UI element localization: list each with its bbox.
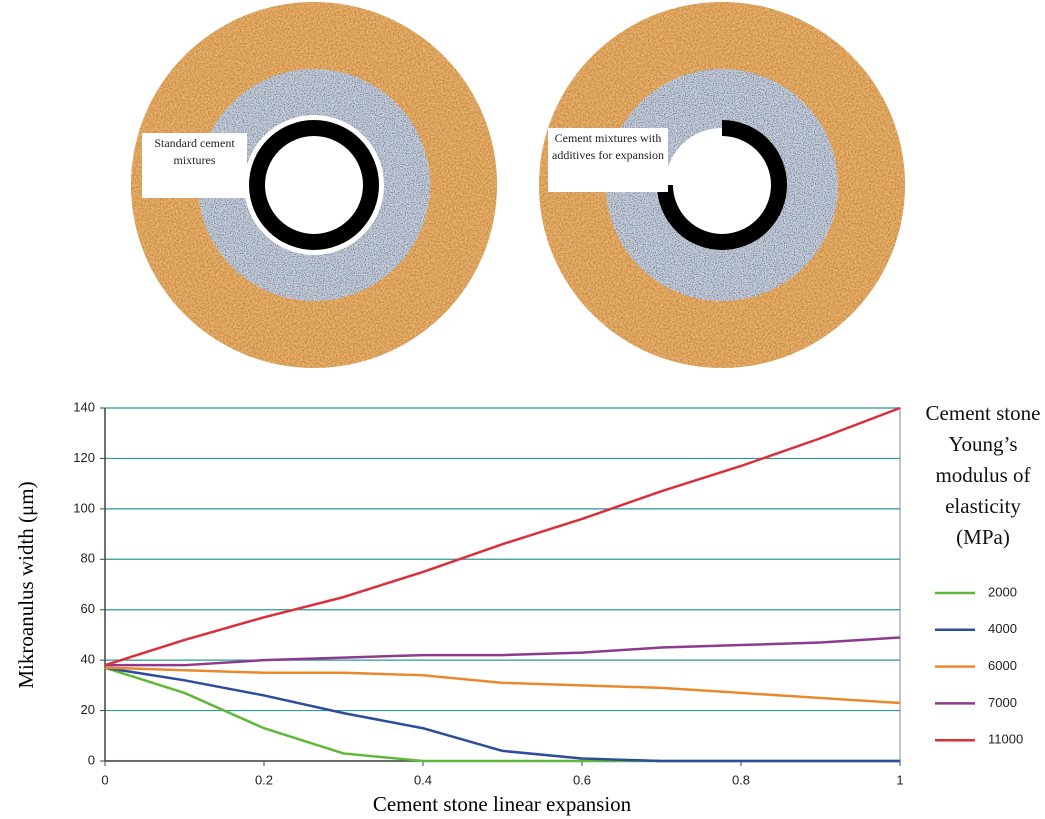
x-tick-label: 0.2 xyxy=(255,772,273,787)
x-tick-label: 0.4 xyxy=(414,772,432,787)
x-tick-label: 0.8 xyxy=(732,772,750,787)
legend-title: Cement stone Young’s modulus of elastici… xyxy=(925,401,1041,549)
series-line xyxy=(104,666,901,705)
legend-label: 2000 xyxy=(988,584,1017,599)
plot-area xyxy=(104,407,901,762)
x-tick-label: 1 xyxy=(896,772,903,787)
series-line xyxy=(104,666,900,763)
legend-label: 11000 xyxy=(988,732,1023,747)
x-axis-label: Cement stone linear expansion xyxy=(373,792,632,816)
x-tick-label: 0 xyxy=(101,772,108,787)
left-label: Standard cement mixtures xyxy=(142,133,247,198)
y-axis-label: Mikroanulus width (μm) xyxy=(14,481,38,688)
y-tick-label: 80 xyxy=(81,551,95,566)
y-tick-label: 120 xyxy=(73,450,95,465)
illustration-left xyxy=(131,2,497,368)
y-tick-label: 140 xyxy=(73,399,95,414)
series-line xyxy=(105,636,901,667)
x-tick-label: 0.6 xyxy=(573,772,591,787)
legend-label: 7000 xyxy=(988,695,1017,710)
series-line xyxy=(104,406,901,667)
legend-label: 6000 xyxy=(988,658,1017,673)
illustration-right xyxy=(539,2,905,368)
y-tick-label: 40 xyxy=(81,652,95,667)
legend-label: 4000 xyxy=(988,621,1017,636)
right-label: Cement mixtures with additives for expan… xyxy=(548,128,668,192)
y-tick-label: 20 xyxy=(81,702,95,717)
y-tick-label: 60 xyxy=(81,601,95,616)
y-tick-label: 0 xyxy=(88,752,95,767)
y-tick-label: 100 xyxy=(73,500,95,515)
